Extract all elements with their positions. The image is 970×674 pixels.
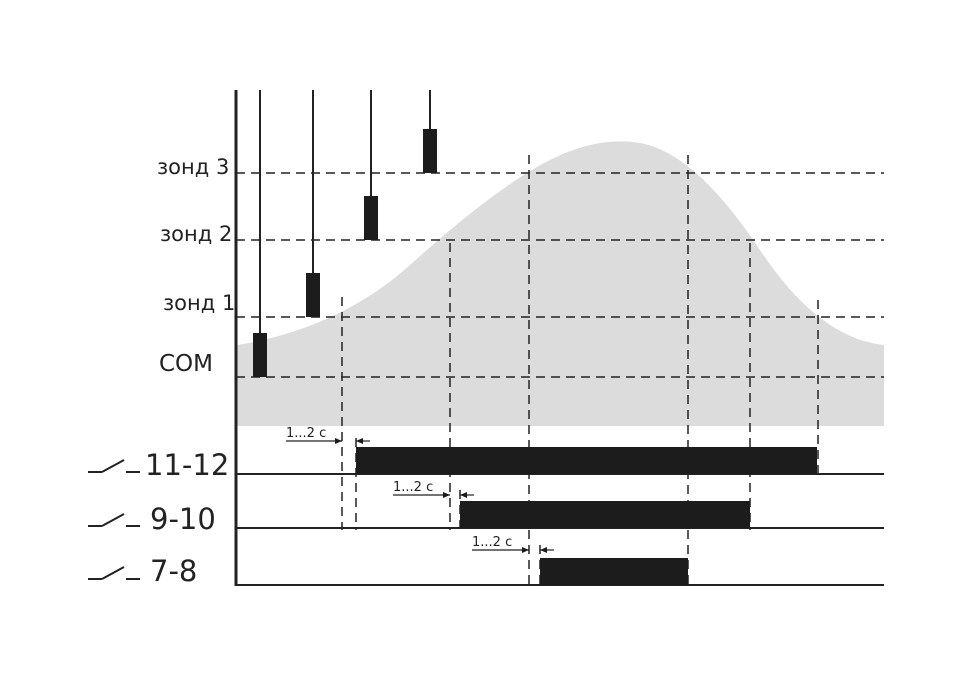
relay-2-active-bar (460, 501, 750, 528)
delay-marker-2: 1...2 с (393, 480, 474, 498)
zone1-label: зонд 1 (163, 291, 235, 315)
zone3-label: зонд 3 (157, 155, 229, 179)
contact-switch-icon (88, 566, 140, 580)
relay-1-active-bar (356, 447, 817, 474)
contact-switch-icon (88, 459, 140, 473)
probe-com (253, 90, 267, 377)
probe-zone1 (306, 90, 320, 317)
relay-2-label: 9-10 (150, 502, 216, 536)
delay-marker-1: 1...2 с (286, 426, 370, 444)
svg-text:1...2 с: 1...2 с (393, 480, 433, 495)
contact-switch-icon (88, 513, 140, 527)
relay-1-label: 11-12 (145, 448, 229, 482)
svg-text:1...2 с: 1...2 с (286, 426, 326, 441)
probe-zone2 (364, 90, 378, 240)
svg-text:1...2 с: 1...2 с (472, 535, 512, 550)
liquid-level-area (237, 141, 884, 427)
zone2-label: зонд 2 (160, 222, 232, 246)
relay-3-label: 7-8 (150, 554, 197, 588)
com-label: COM (159, 351, 213, 377)
delay-marker-3: 1...2 с (472, 535, 554, 553)
probe-zone3 (423, 90, 437, 173)
relay-3-active-bar (540, 558, 688, 585)
